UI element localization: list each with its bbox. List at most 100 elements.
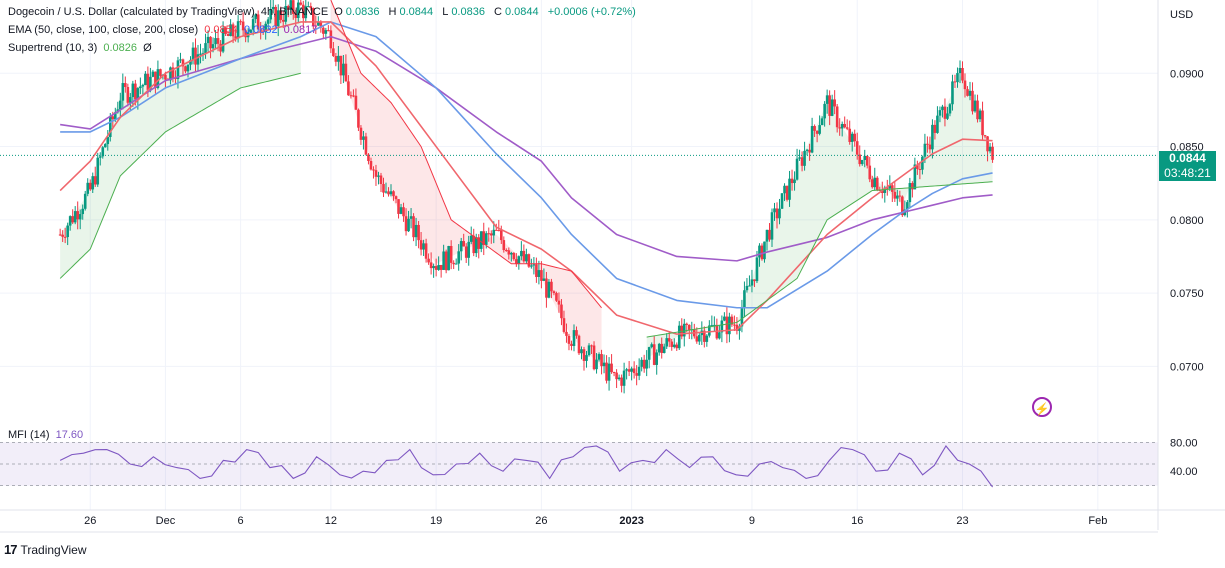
candle-body [617,377,621,380]
legend-symbol: Dogecoin / U.S. Dollar (calculated by Tr… [8,4,639,20]
candle-body [750,279,754,286]
candle-body [710,325,714,327]
candle-body [191,47,195,61]
candle-body [464,246,468,258]
candle-body [868,165,872,180]
legend-mfi: MFI (14) 17.60 [8,427,86,443]
candle-body [575,330,578,336]
candle-body [592,345,596,370]
candle-body [956,73,959,83]
candle-body [845,127,849,129]
mfi-tick-label: 40.00 [1170,466,1198,478]
candle-body [823,103,826,119]
candle-body [795,158,799,180]
candle-body [642,359,646,369]
candle-body [156,69,160,88]
candle-body [848,128,852,142]
supertrend-lines [59,0,993,338]
candle-body [492,229,496,236]
ema200-value: 0.0817 [283,24,318,36]
candle-body [885,187,889,189]
candle-body [467,241,471,258]
candle-body [961,67,964,81]
candle-body [362,136,365,140]
candle-body [815,130,819,134]
candle-body [231,24,235,37]
candle-body [743,290,746,309]
candle-body [379,175,383,185]
candle-body [164,74,167,80]
candle-body [662,346,666,353]
candle-body [660,343,664,353]
candle-body [244,30,247,38]
candle-body [194,47,197,65]
candle-body [630,368,633,372]
candle-body [81,208,85,215]
mfi-line [59,445,994,488]
candle-body [131,83,135,98]
candle-body [126,87,130,103]
candle-body [938,110,942,116]
candle-body [199,53,202,55]
x-tick-label: 2023 [619,515,643,527]
candle-body [296,2,300,18]
lightning-icon[interactable]: ⚡ [1032,397,1052,417]
candle-body [908,183,912,203]
candle-body [983,135,987,137]
candle-body [291,0,295,14]
candle-body [765,229,769,242]
candle-body [825,95,829,104]
candle-body [332,48,335,57]
candle-body [610,363,613,373]
candle-body [580,349,583,354]
candle-body [708,325,711,336]
candle-body [334,56,338,62]
candle-body [111,116,115,120]
candle-body [570,343,573,346]
candle-body [319,21,323,28]
brand-footer[interactable]: 17 TradingView [4,542,87,557]
candle-body [763,241,766,260]
candle-body [838,127,841,129]
candle-body [91,176,95,190]
supertrend-up-area [60,7,301,279]
candle-body [512,252,516,260]
candle-body [805,149,809,151]
candle-body [309,6,313,8]
candle-body [988,146,992,152]
candle-body [189,60,192,65]
candle-body [858,154,862,165]
candle-body [875,177,879,190]
candle-body [139,86,142,89]
candle-body [520,250,523,257]
candle-body [113,112,117,120]
candle-body [78,214,82,220]
candle-body [798,157,801,159]
candle-body [620,377,623,386]
candle-body [439,265,443,270]
candle-body [773,208,776,213]
candle-body [921,156,924,170]
candle-body [497,230,501,232]
candle-body [695,336,699,342]
candle-body [713,324,716,326]
candle-body [577,335,581,354]
y-tick-label: 0.0700 [1170,361,1204,373]
candle-body [966,89,969,96]
candle-body [522,250,526,262]
ema-lines [0,21,1158,335]
candle-body [389,191,393,195]
candle-body [304,6,308,19]
candle-body [181,59,185,67]
candle-body [507,250,511,255]
ema100-line [60,21,993,309]
candle-body [83,193,87,209]
candle-body [547,281,551,298]
candle-body [517,256,521,264]
candle-body [525,254,528,262]
candle-body [810,126,814,153]
candle-body [404,216,408,232]
candle-body [936,115,939,133]
candle-body [565,331,568,336]
